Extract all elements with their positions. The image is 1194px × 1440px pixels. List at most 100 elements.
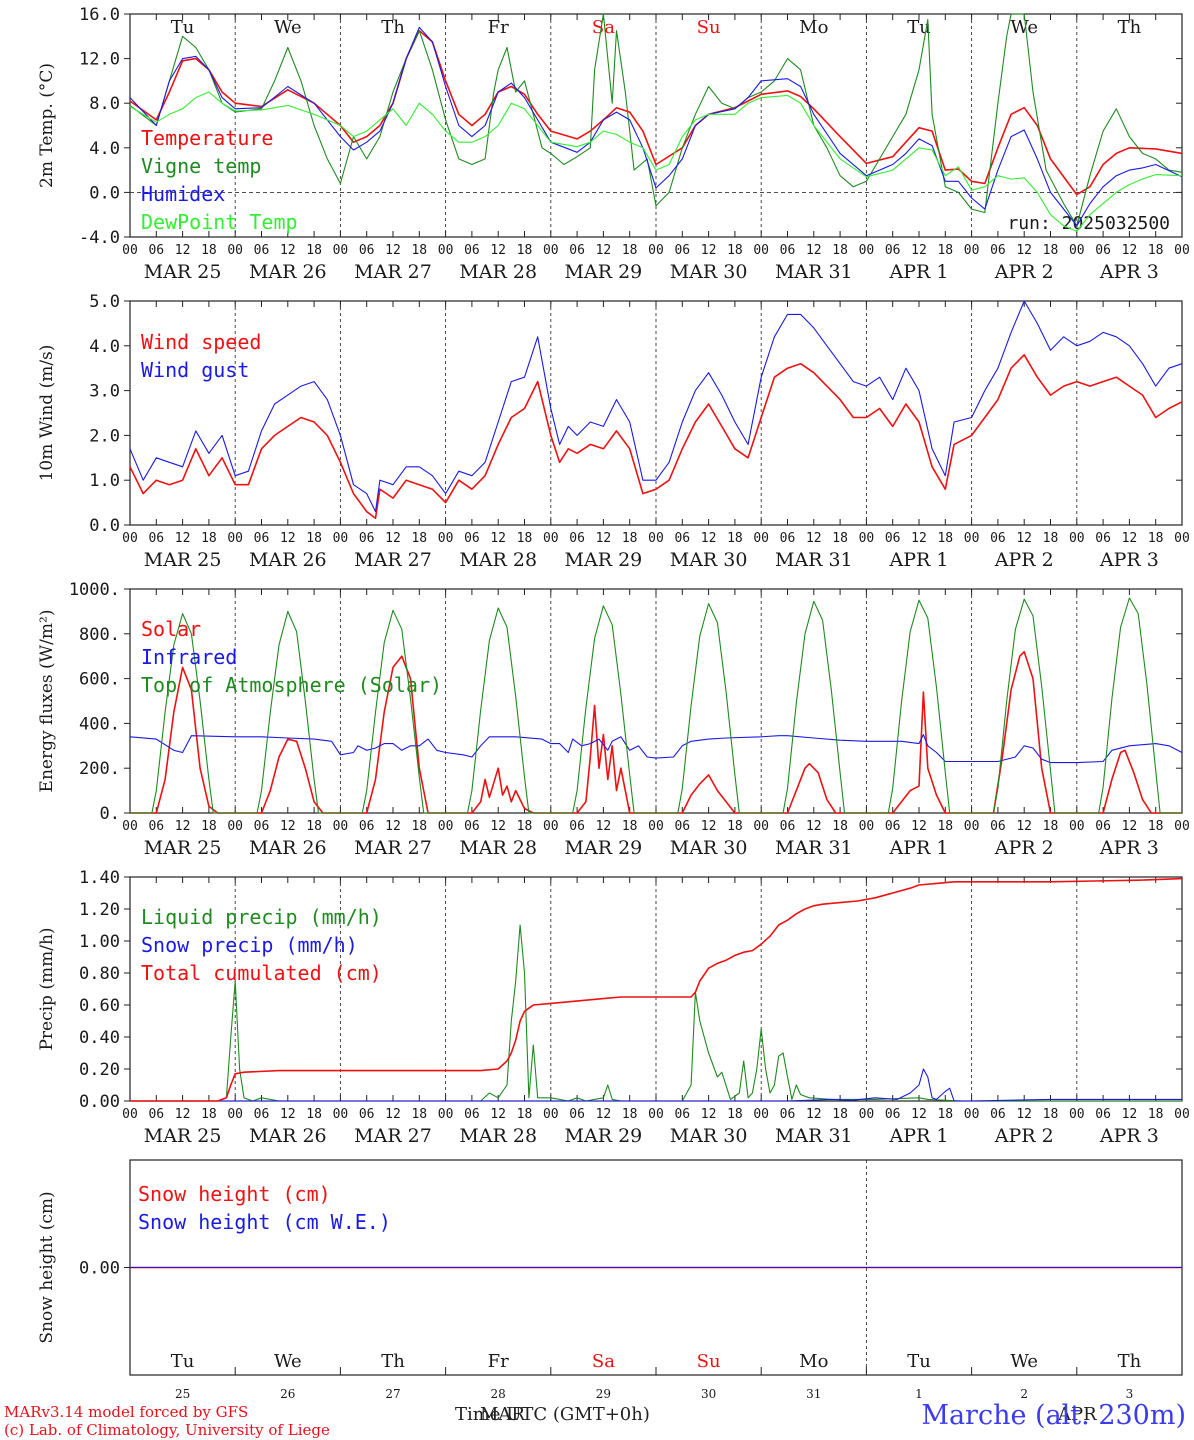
x-hour-label: 06 xyxy=(464,243,480,258)
credit-line-2: (c) Lab. of Climatology, University of L… xyxy=(4,1421,330,1439)
x-hour-label: 18 xyxy=(622,243,638,258)
x-hour-label: 18 xyxy=(517,243,533,258)
x-hour-label: 18 xyxy=(832,243,848,258)
x-hour-label: 00 xyxy=(753,243,769,258)
weekday-label: We xyxy=(1010,17,1038,38)
x-date-label: MAR 30 xyxy=(670,261,748,283)
x-hour-label: 12 xyxy=(1016,1107,1032,1122)
x-hour-label: 06 xyxy=(569,819,585,834)
x-hour-label: 18 xyxy=(727,1107,743,1122)
x-hour-label: 12 xyxy=(1122,819,1138,834)
x-hour-label: 12 xyxy=(1016,243,1032,258)
station-name: Marche (alt. 230m) xyxy=(921,1400,1186,1431)
y-tick-label: 1.20 xyxy=(79,900,120,920)
legend-entry: Temperature xyxy=(141,126,273,150)
weekday-label: We xyxy=(274,1351,302,1372)
x-hour-label: 12 xyxy=(596,819,612,834)
x-hour-label: 00 xyxy=(859,1107,875,1122)
x-hour-label: 00 xyxy=(1069,819,1085,834)
x-hour-label: 06 xyxy=(569,1107,585,1122)
legend-entry: Solar xyxy=(141,617,201,641)
x-hour-label: 06 xyxy=(148,531,164,546)
x-hour-label: 06 xyxy=(254,819,270,834)
x-hour-label: 06 xyxy=(254,1107,270,1122)
legend-entry: Top of Atmosphere (Solar) xyxy=(141,673,442,697)
x-hour-label: 12 xyxy=(280,1107,296,1122)
weekday-label: Tu xyxy=(171,17,195,38)
x-date-label: MAR 28 xyxy=(459,837,537,859)
y-tick-label: 200. xyxy=(79,759,120,779)
x-hour-label: 06 xyxy=(359,243,375,258)
weekday-label: Su xyxy=(697,1351,721,1372)
x-hour-label: 00 xyxy=(1069,243,1085,258)
x-date-label: MAR 30 xyxy=(670,837,748,859)
x-hour-label: 06 xyxy=(885,819,901,834)
x-hour-label: 06 xyxy=(885,1107,901,1122)
x-date-label: APR 3 xyxy=(1099,1125,1159,1147)
x-hour-label: 06 xyxy=(780,819,796,834)
x-hour-label: 18 xyxy=(937,1107,953,1122)
x-hour-label: 00 xyxy=(122,531,138,546)
x-date-label: MAR 27 xyxy=(354,261,432,283)
x-hour-label: 12 xyxy=(385,819,401,834)
series-line-blue xyxy=(130,1068,1182,1102)
weekday-label: Th xyxy=(1118,17,1142,38)
x-hour-label: 06 xyxy=(674,531,690,546)
weekday-label: Su xyxy=(697,17,721,38)
x-hour-label: 12 xyxy=(806,1107,822,1122)
x-hour-label: 12 xyxy=(701,243,717,258)
x-hour-label: 06 xyxy=(990,243,1006,258)
x-hour-label: 00 xyxy=(859,531,875,546)
x-hour-label: 00 xyxy=(648,243,664,258)
weekday-label: We xyxy=(1010,1351,1038,1372)
panel-frame-2 xyxy=(129,588,1183,814)
x-hour-label: 12 xyxy=(911,819,927,834)
x-hour-label: 00 xyxy=(648,1107,664,1122)
x-date-label: MAR 29 xyxy=(565,837,643,859)
x-hour-label: 18 xyxy=(411,243,427,258)
x-hour-label: 12 xyxy=(701,531,717,546)
x-hour-label: 18 xyxy=(411,819,427,834)
x-hour-label: 00 xyxy=(543,819,559,834)
y-tick-label: 0.0 xyxy=(89,516,120,536)
x-hour-label: 12 xyxy=(490,531,506,546)
y-tick-label: 5.0 xyxy=(89,292,120,312)
x-hour-label: 00 xyxy=(859,819,875,834)
x-hour-label: 00 xyxy=(964,531,980,546)
x-hour-label: 18 xyxy=(1148,243,1164,258)
legend-entry: Wind gust xyxy=(141,358,249,382)
x-hour-label: 18 xyxy=(1148,1107,1164,1122)
x-date-label: APR 2 xyxy=(994,549,1054,571)
x-hour-label: 12 xyxy=(1122,243,1138,258)
x-hour-label: 06 xyxy=(254,243,270,258)
x-hour-label: 12 xyxy=(175,819,191,834)
x-date-label: MAR 26 xyxy=(249,1125,327,1147)
footer-month-apr: APR xyxy=(1058,1404,1097,1425)
x-date-label: MAR 28 xyxy=(459,261,537,283)
legend-entry: Wind speed xyxy=(141,330,261,354)
x-hour-label: 00 xyxy=(122,1107,138,1122)
x-hour-label: 06 xyxy=(1095,531,1111,546)
x-hour-label: 00 xyxy=(543,243,559,258)
x-hour-label: 00 xyxy=(438,819,454,834)
x-date-label: APR 1 xyxy=(889,549,949,571)
x-hour-label: 00 xyxy=(333,243,349,258)
x-hour-label: 12 xyxy=(490,243,506,258)
x-hour-label: 00 xyxy=(438,531,454,546)
y-axis-label: Snow height (cm) xyxy=(37,1191,57,1343)
day-number-label: 3 xyxy=(1126,1387,1134,1401)
x-hour-label: 18 xyxy=(832,531,848,546)
x-hour-label: 12 xyxy=(806,819,822,834)
x-hour-label: 12 xyxy=(385,1107,401,1122)
x-hour-label: 06 xyxy=(885,531,901,546)
x-hour-label: 00 xyxy=(1069,1107,1085,1122)
x-hour-label: 18 xyxy=(1043,243,1059,258)
x-hour-label: 00 xyxy=(122,819,138,834)
y-tick-label: 1.00 xyxy=(79,932,120,952)
x-hour-label: 18 xyxy=(832,819,848,834)
x-hour-label: 00 xyxy=(753,531,769,546)
weekday-label: Sa xyxy=(592,17,615,38)
series-line-lightgreen xyxy=(129,91,1183,232)
x-hour-label: 06 xyxy=(674,819,690,834)
x-hour-label: 00 xyxy=(753,1107,769,1122)
